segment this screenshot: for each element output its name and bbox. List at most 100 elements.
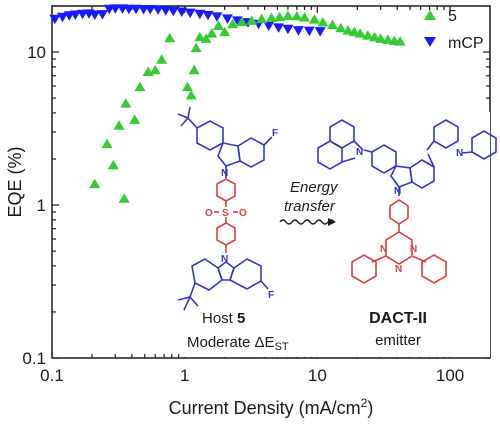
emitter-molecule: N N N N N N (317, 119, 497, 284)
data-point (219, 26, 231, 37)
data-point (69, 10, 81, 20)
data-point (274, 11, 286, 22)
data-point (236, 16, 248, 27)
data-point (176, 7, 188, 18)
legend-label-5: 5 (448, 8, 457, 25)
host-label: Host 5 (202, 310, 245, 327)
host-top-carbazole (177, 106, 273, 178)
x-tick-label: 0.1 (40, 366, 64, 385)
energy-transfer-arrow (279, 219, 335, 225)
host-top-fluorine: F (272, 128, 278, 139)
data-point (164, 32, 176, 43)
data-point (246, 15, 258, 25)
data-point (299, 12, 311, 22)
data-point (303, 26, 315, 37)
data-point (184, 8, 196, 19)
data-point (292, 26, 304, 36)
data-point (185, 89, 197, 100)
data-point (194, 9, 206, 20)
data-point (335, 22, 347, 33)
data-point (109, 4, 121, 14)
x-tick-label: 10 (308, 366, 327, 385)
inset-background (183, 112, 490, 357)
data-point (394, 36, 406, 46)
data-point (101, 138, 113, 149)
data-point (354, 28, 366, 38)
x-tick-label: 1 (180, 366, 189, 385)
data-point (152, 5, 164, 15)
emitter-donor (317, 119, 497, 196)
host-top-nitrogen: N (221, 168, 228, 179)
series-mcp-markers (49, 4, 326, 37)
data-point (113, 120, 125, 130)
legend-marker-mcp (424, 37, 436, 47)
data-point (188, 64, 200, 75)
emitter-triazine-n1: N (380, 244, 387, 255)
data-point (282, 24, 294, 35)
data-point (273, 23, 285, 33)
moderate-label: Moderate ΔEST (187, 334, 289, 353)
data-point (206, 28, 218, 38)
data-point (263, 21, 275, 32)
host-core (214, 178, 238, 253)
emitter-acceptor (351, 199, 447, 284)
host-oxygen-right: O (239, 208, 247, 219)
data-marks (49, 4, 406, 203)
y-tick-label: 10 (27, 43, 46, 62)
emitter-name: DACT-II (369, 310, 427, 327)
inset-diagram: F N S O O N (177, 106, 497, 357)
data-point (200, 33, 212, 43)
data-point (326, 19, 338, 30)
data-point (156, 54, 168, 64)
emitter-word: emitter (375, 332, 421, 349)
data-point (314, 27, 326, 37)
x-axis-title: Current Density (mA/cm2) (169, 396, 374, 418)
data-point (129, 114, 141, 124)
data-point (123, 4, 135, 15)
data-point (130, 4, 142, 15)
data-point (227, 18, 239, 29)
data-point (265, 12, 277, 22)
data-point (89, 10, 101, 20)
data-point (194, 31, 206, 42)
data-point (282, 10, 294, 21)
arrow-head (328, 218, 336, 226)
data-point (342, 25, 354, 35)
host-bottom-nitrogen: N (221, 254, 228, 265)
data-point (118, 193, 130, 203)
data-point (167, 6, 179, 17)
data-point (89, 178, 101, 189)
data-point (57, 12, 69, 23)
data-point (149, 64, 161, 75)
data-point (308, 14, 320, 24)
transfer-label: transfer (284, 198, 336, 215)
emitter-nitrogen-left: N (356, 147, 363, 158)
y-tick-label: 0.1 (22, 349, 46, 368)
data-point (49, 14, 61, 25)
emitter-nitrogen-center: N (394, 186, 401, 197)
data-point (160, 6, 172, 16)
legend: 5 mCP (424, 8, 484, 52)
data-point (382, 34, 394, 44)
data-point (256, 13, 268, 24)
legend-marker-5 (424, 10, 436, 20)
host-oxygen-left: O (205, 208, 213, 219)
data-point (221, 14, 233, 24)
emitter-triazine-n3: N (395, 264, 402, 275)
data-point (120, 98, 132, 108)
data-point (375, 33, 387, 43)
data-point (369, 31, 381, 42)
data-point (190, 42, 202, 53)
data-point (181, 81, 193, 92)
host-bottom-fluorine: F (268, 290, 274, 301)
legend-label-mcp: mCP (448, 35, 484, 52)
emitter-triazine-n2: N (410, 244, 417, 255)
data-point (213, 20, 225, 31)
data-point (96, 10, 108, 20)
data-point (362, 30, 374, 40)
energy-label: Energy (290, 179, 339, 196)
data-point (211, 12, 223, 22)
series-5-markers (89, 10, 406, 203)
host-molecule: F N S O O N (177, 106, 278, 311)
